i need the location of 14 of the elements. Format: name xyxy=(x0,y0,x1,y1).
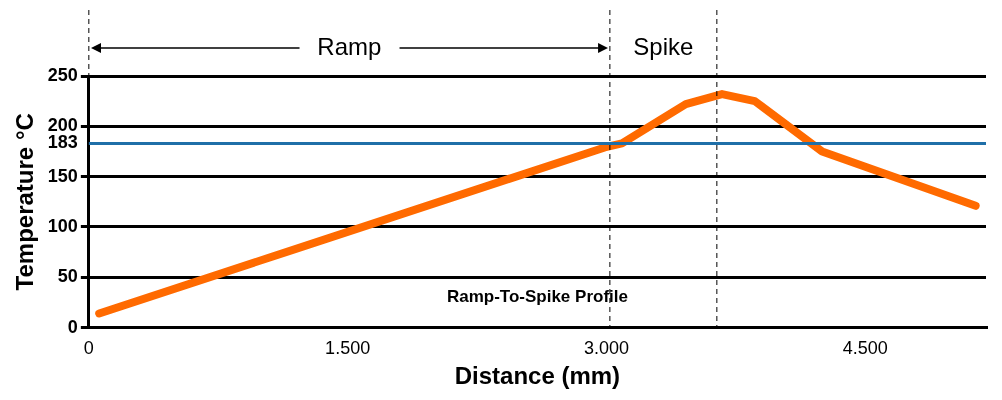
x-axis-title: Distance (mm) xyxy=(454,362,621,390)
annotation: Ramp-To-Spike Profile xyxy=(446,287,628,307)
text: Ramp xyxy=(317,32,382,60)
x-tick-label: 0 xyxy=(83,338,94,359)
x-tick-label: 4.500 xyxy=(842,338,888,359)
y-tick-label: 50 xyxy=(57,266,78,287)
x-tick-label: 3.000 xyxy=(583,338,629,359)
text: Spike xyxy=(633,32,694,60)
y-tick-label: 0 xyxy=(67,316,78,337)
y-tick-label: 100 xyxy=(47,215,78,236)
y-axis-title: Temperature °C xyxy=(11,113,39,291)
y-tick-label: 250 xyxy=(47,64,78,85)
x-tick-label: 1.500 xyxy=(325,338,371,359)
y-tick-label: 150 xyxy=(47,165,78,186)
